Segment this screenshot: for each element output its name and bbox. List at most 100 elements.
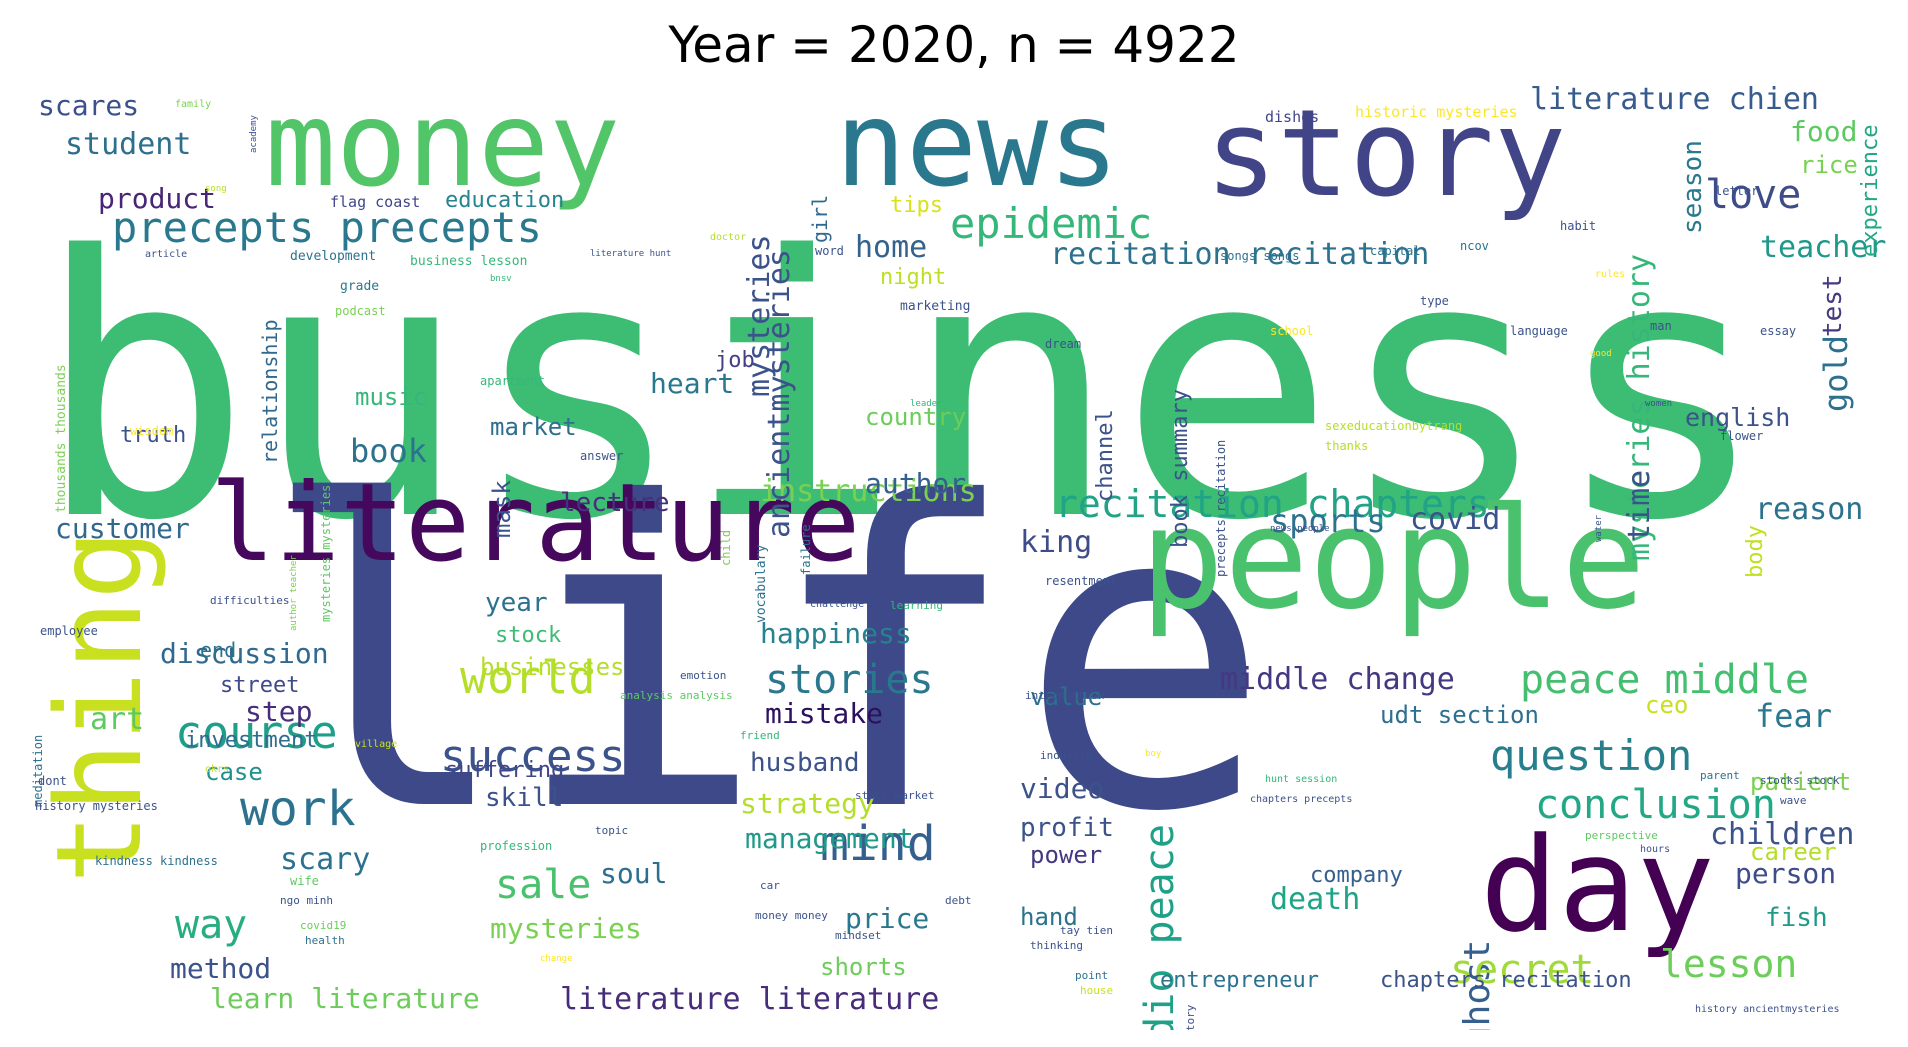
word-cloud-term: stocks stock xyxy=(1760,774,1840,787)
word-cloud-term: man xyxy=(1650,319,1672,333)
word-cloud-term: step xyxy=(245,695,313,728)
word-cloud-term: author teacher xyxy=(289,554,299,631)
word-cloud-term: parent xyxy=(1700,769,1740,782)
word-cloud-term: heart xyxy=(650,367,735,400)
word-cloud-term: letter xyxy=(1715,184,1759,198)
word-cloud-term: ncov xyxy=(1460,239,1489,253)
word-cloud-term: patient xyxy=(1750,768,1852,796)
word-cloud-term: children xyxy=(1710,817,1855,852)
word-cloud-term: lesson xyxy=(1660,942,1798,986)
word-cloud-term: debt xyxy=(945,894,972,907)
word-cloud-term: time xyxy=(1622,469,1657,542)
word-cloud-term: case xyxy=(205,758,263,786)
word-cloud-term: work xyxy=(240,781,356,837)
word-cloud-term: question xyxy=(1490,731,1693,780)
word-cloud-term: analysis analysis xyxy=(620,689,733,702)
word-cloud: business life money news story people literatu… xyxy=(20,85,1888,1030)
word-cloud-term: hunt session xyxy=(1265,774,1338,785)
word-cloud-term: recitation chapters xyxy=(1055,482,1490,526)
word-cloud-term: marketing xyxy=(900,299,971,314)
word-cloud-term: village xyxy=(355,739,398,750)
word-cloud-term: rice xyxy=(1800,151,1858,179)
word-cloud-term: challenge xyxy=(810,599,865,610)
word-cloud-term: shorts xyxy=(820,953,907,981)
word-cloud-term: dont xyxy=(38,774,67,788)
word-cloud-term: teacher xyxy=(1760,230,1887,265)
word-cloud-term: day xyxy=(1480,809,1715,961)
word-cloud-term: video xyxy=(1020,772,1105,805)
word-cloud-term: chapters precepts xyxy=(1250,794,1353,805)
word-cloud-term: discussion xyxy=(160,637,329,670)
word-cloud-term: precepts recitation xyxy=(1214,439,1228,577)
word-cloud-term: essay xyxy=(1760,324,1797,338)
word-cloud-term: money money xyxy=(755,909,828,922)
word-cloud-term: end xyxy=(200,638,237,662)
word-cloud-term: street xyxy=(220,673,300,698)
word-cloud-term: home xyxy=(855,230,928,265)
word-cloud-term: news people xyxy=(1270,524,1330,534)
word-cloud-term: education xyxy=(445,188,565,213)
word-cloud-term: kindness kindness xyxy=(95,854,218,868)
word-cloud-term: thousands thousands xyxy=(54,364,69,514)
word-cloud-term: topic xyxy=(595,824,629,837)
word-cloud-term: tay tien xyxy=(1060,924,1113,937)
word-cloud-term: wife xyxy=(290,874,319,888)
word-cloud-term: sale xyxy=(495,862,592,908)
word-cloud-term: year xyxy=(485,588,548,618)
word-cloud-term: job xyxy=(715,348,755,373)
word-cloud-term: ceo xyxy=(1645,691,1689,719)
word-cloud-term: health xyxy=(305,934,345,947)
word-cloud-term: scary xyxy=(280,842,371,877)
word-cloud-term: soul xyxy=(600,857,668,890)
word-cloud-term: lecture xyxy=(560,488,670,518)
word-cloud-term: word xyxy=(815,244,844,258)
word-cloud-term: book summary xyxy=(1168,389,1193,549)
word-cloud-term: chapters recitation xyxy=(1380,968,1632,993)
word-cloud-term: course xyxy=(175,706,338,759)
word-cloud-term: meditation xyxy=(31,734,45,807)
word-cloud-term: vocabulary xyxy=(754,544,769,623)
word-cloud-term: secret xyxy=(1450,947,1595,993)
word-cloud-term: apartment xyxy=(480,374,546,388)
word-cloud-term: habit xyxy=(1560,219,1597,233)
word-cloud-term: author xyxy=(865,467,967,500)
word-cloud-term: historic mysteries xyxy=(1355,103,1518,121)
word-cloud-term: channel xyxy=(1093,409,1118,503)
word-cloud-term: mysteries xyxy=(490,912,642,945)
word-cloud-term: good xyxy=(1590,349,1612,359)
word-cloud-term: businesses xyxy=(480,653,625,681)
word-cloud-term: sexeducationbytrang xyxy=(1325,419,1463,433)
word-cloud-term: hours xyxy=(1640,844,1671,855)
word-cloud-term: development xyxy=(290,249,377,264)
word-cloud-term: boy xyxy=(1145,749,1162,759)
word-cloud-term: academy xyxy=(249,114,259,153)
word-cloud-term: literature chien xyxy=(1530,85,1819,117)
word-cloud-term: profit xyxy=(1020,813,1114,843)
word-cloud-term: dream xyxy=(1045,337,1082,351)
word-cloud-term: podcast xyxy=(335,304,386,318)
word-cloud-term: husband xyxy=(750,748,860,778)
word-cloud-term: instructions xyxy=(760,474,977,509)
word-cloud-term: type xyxy=(1420,294,1449,308)
word-cloud-term: truth xyxy=(120,423,187,448)
word-cloud-term: employee xyxy=(40,624,98,638)
word-cloud-term: conclusion xyxy=(1535,782,1776,828)
word-cloud-term: power xyxy=(1030,841,1103,869)
word-cloud-term: skill xyxy=(485,783,564,813)
word-cloud-term: answer xyxy=(580,449,624,463)
word-cloud-term: king xyxy=(1020,525,1093,560)
word-cloud-term: songs songs xyxy=(1220,249,1300,263)
word-cloud-term: article xyxy=(145,249,188,260)
word-cloud-term: method xyxy=(170,952,272,985)
word-cloud-term: product xyxy=(98,182,217,215)
word-cloud-term: mysteries mysteries xyxy=(319,484,333,622)
word-cloud-term: radio peace xyxy=(1137,824,1183,1030)
word-cloud-term: child xyxy=(719,529,733,566)
word-cloud-term: sports xyxy=(1270,502,1386,540)
word-cloud-term: price xyxy=(845,902,930,935)
word-cloud-term: language xyxy=(1510,324,1568,338)
word-cloud-term: relationship xyxy=(258,319,282,465)
word-cloud-term: way xyxy=(175,902,248,948)
word-cloud-term: profession xyxy=(480,839,553,853)
word-cloud-term: history ancientmysteries xyxy=(1695,1004,1840,1015)
